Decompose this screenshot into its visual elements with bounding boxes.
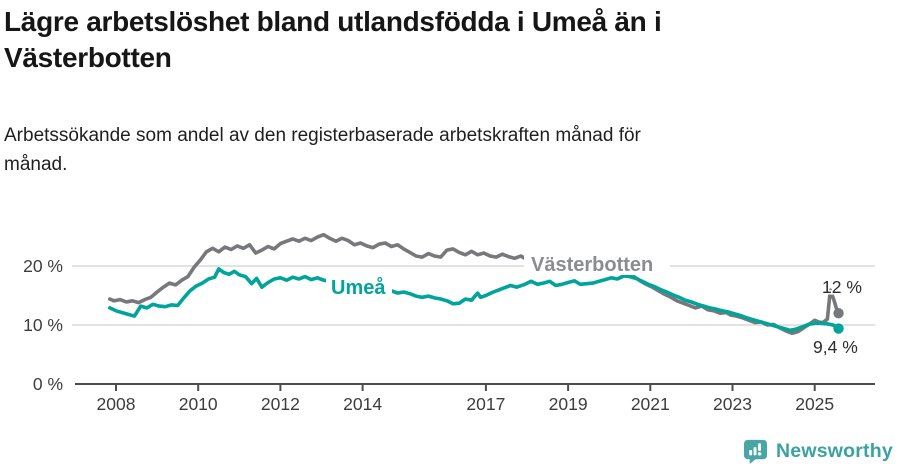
series-label-umea-text: Umeå bbox=[331, 276, 386, 299]
line-chart: 0 % 10 % 20 % 2008 2010 2012 2014 2017 2019 2021… bbox=[23, 232, 875, 414]
y-axis-tick-label: 20 % bbox=[23, 256, 63, 276]
newsworthy-logo[interactable]: Newsworthy bbox=[742, 438, 893, 465]
label-backdrop bbox=[326, 278, 392, 298]
y-axis-tick-label: 0 % bbox=[33, 374, 63, 394]
x-axis-tick-label: 2021 bbox=[631, 394, 670, 414]
x-axis: 2008 2010 2012 2014 2017 2019 2021 2023 2025 bbox=[75, 383, 875, 414]
bar-tall bbox=[753, 447, 757, 456]
brand-name: Newsworthy bbox=[776, 440, 893, 462]
y-axis-tick-label: 10 % bbox=[23, 315, 63, 335]
x-axis-tick-label: 2012 bbox=[261, 394, 300, 414]
x-axis-tick-label: 2010 bbox=[179, 394, 218, 414]
series-label-vasterbotten: Västerbotten bbox=[524, 252, 670, 278]
series-line-vsterbotten bbox=[108, 232, 841, 336]
end-value-label-umea: 9,4 % bbox=[813, 337, 858, 357]
newsworthy-chart-bubble-icon bbox=[743, 439, 768, 465]
exclamation-dot bbox=[757, 452, 762, 456]
chart-subtitle: Arbetssökande som andel av den registerb… bbox=[4, 125, 641, 176]
bar-small bbox=[749, 450, 753, 456]
x-axis-tick-label: 2019 bbox=[549, 394, 588, 414]
end-dot-ume bbox=[833, 323, 844, 334]
series-label-umea: Umeå bbox=[326, 274, 392, 301]
gridlines: 0 % 10 % 20 % bbox=[23, 256, 875, 394]
series-end-dots bbox=[833, 308, 844, 334]
page-title: Lägre arbetslöshet bland utlandsfödda i … bbox=[4, 6, 662, 73]
series-label-vasterbotten-text: Västerbotten bbox=[531, 254, 653, 276]
x-axis-tick-label: 2017 bbox=[466, 394, 505, 414]
x-axis-tick-label: 2025 bbox=[795, 394, 834, 414]
end-value-label-vasterbotten: 12 % bbox=[822, 277, 862, 297]
label-backdrop bbox=[524, 254, 670, 275]
end-dot-vsterbotten bbox=[833, 308, 844, 319]
x-axis-tick-label: 2023 bbox=[713, 394, 752, 414]
x-axis-tick-label: 2008 bbox=[97, 394, 136, 414]
x-axis-tick-label: 2014 bbox=[343, 394, 382, 414]
exclamation-bar bbox=[758, 443, 761, 452]
series-line-ume bbox=[108, 267, 841, 333]
series-lines bbox=[108, 232, 841, 336]
